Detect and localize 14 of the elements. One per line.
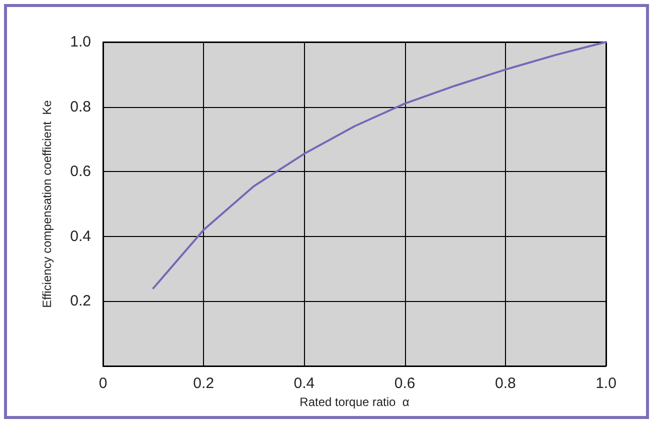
y-tick-label: 0.8: [70, 98, 91, 116]
y-tick-label: 1.0: [70, 34, 91, 50]
x-axis-title: Rated torque ratio α: [300, 394, 410, 409]
x-tick-label: 0.6: [394, 375, 416, 392]
line-series: [152, 41, 607, 290]
y-tick-label: 0.2: [70, 292, 91, 310]
x-tick-label: 0.8: [494, 375, 516, 392]
x-tick-label: 0.4: [294, 375, 315, 392]
y-tick-label: 0.4: [70, 228, 91, 245]
x-tick-label: 0: [98, 375, 108, 392]
y-tick-label: 0.6: [70, 163, 91, 180]
x-tick-label: 1.0: [596, 375, 616, 392]
x-tick-label: 0.2: [193, 375, 214, 392]
y-axis-title: Efficiency compensation coefficient Ke: [40, 100, 54, 308]
